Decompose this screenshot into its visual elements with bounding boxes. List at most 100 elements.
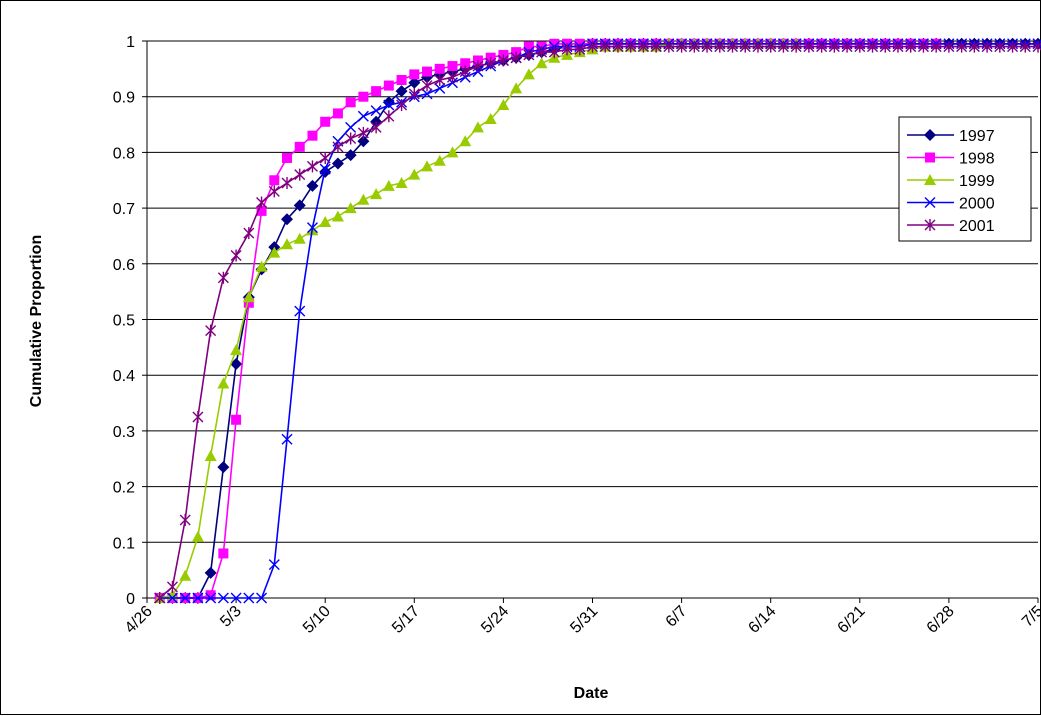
data-point-1999 [255, 260, 268, 272]
data-point-2000 [281, 433, 293, 445]
legend-marker-2001 [924, 219, 936, 231]
data-point-1999 [522, 68, 535, 80]
data-point-2001 [446, 71, 458, 84]
data-point-2000 [230, 592, 242, 604]
data-point-1998 [549, 38, 560, 49]
x-tick-label: 6/14 [745, 603, 779, 637]
data-point-1999 [382, 179, 395, 191]
legend-item-1999: 1999 [907, 173, 995, 190]
data-point-2001 [752, 40, 764, 53]
data-point-2001 [294, 168, 306, 181]
data-point-2001 [841, 40, 853, 53]
data-point-2001 [892, 40, 904, 53]
data-point-2001 [561, 43, 573, 56]
data-point-2000 [421, 88, 433, 100]
data-point-2001 [192, 410, 204, 423]
data-point-2001 [256, 196, 268, 209]
legend-item-1997: 1997 [907, 128, 995, 145]
data-point-1999 [242, 291, 255, 303]
data-point-2000 [192, 592, 204, 604]
data-point-2001 [714, 40, 726, 53]
legend-item-2000: 2000 [907, 196, 995, 213]
data-point-2001 [281, 177, 293, 190]
data-point-2001 [205, 324, 217, 337]
y-tick-label: 0.1 [113, 535, 135, 552]
data-point-2001 [485, 57, 497, 70]
data-point-1997 [395, 85, 408, 98]
y-tick-label: 0.4 [113, 368, 135, 385]
gridlines [147, 40, 1038, 543]
data-point-1999 [370, 188, 383, 200]
data-point-2001 [727, 40, 739, 53]
data-point-1997 [281, 213, 294, 226]
legend-marker-1997 [924, 129, 936, 141]
y-tick-label: 0 [126, 591, 135, 608]
data-point-1997 [382, 96, 395, 109]
data-point-1998 [256, 205, 267, 216]
data-point-1998 [523, 41, 534, 52]
data-point-1999 [268, 246, 281, 258]
data-point-1998 [320, 116, 331, 127]
legend-marker-1999 [924, 174, 936, 185]
data-point-1998 [294, 141, 305, 152]
data-point-2000 [268, 559, 280, 571]
data-point-1999 [484, 112, 497, 124]
data-point-1999 [459, 135, 472, 147]
data-point-1998 [383, 80, 394, 91]
data-point-1999 [446, 146, 459, 158]
data-point-2000 [179, 592, 191, 604]
x-tick-label: 5/31 [567, 603, 601, 637]
data-point-2000 [166, 592, 178, 604]
data-point-2001 [523, 48, 535, 61]
data-point-2001 [816, 40, 828, 53]
y-tick-label: 0.9 [113, 90, 135, 107]
data-point-2001 [383, 110, 395, 123]
data-point-1999 [497, 99, 510, 111]
data-point-1998 [218, 548, 229, 559]
data-point-1999 [191, 530, 204, 542]
data-point-2001 [739, 40, 751, 53]
y-tick-label: 0.3 [113, 424, 135, 441]
data-point-2001 [548, 46, 560, 59]
data-point-1997 [204, 566, 217, 579]
data-point-1999 [344, 202, 357, 214]
data-point-1998 [371, 86, 382, 97]
data-point-1998 [409, 69, 420, 80]
data-point-1999 [319, 216, 332, 228]
data-point-2001 [319, 151, 331, 164]
legend-label-1999: 1999 [959, 173, 995, 190]
data-point-2001 [981, 40, 993, 53]
data-point-2001 [306, 160, 318, 173]
legend-item-1998: 1998 [907, 151, 995, 168]
data-point-2000 [383, 99, 395, 111]
data-point-2001 [688, 40, 700, 53]
legend-label-2001: 2001 [959, 218, 995, 235]
data-point-1997 [408, 76, 421, 89]
data-point-1998 [231, 414, 242, 425]
data-point-2001 [472, 60, 484, 73]
legend-label-1998: 1998 [959, 151, 995, 168]
data-point-2001 [574, 43, 586, 56]
x-axis-title: Date [574, 685, 609, 702]
legend: 1997 1998 1999 2000 2001 [898, 116, 1032, 242]
data-point-1998 [345, 97, 356, 108]
y-tick-label: 0.6 [113, 257, 135, 274]
data-point-1998 [307, 130, 318, 141]
data-point-1997 [344, 149, 357, 162]
data-point-2001 [587, 40, 598, 53]
data-point-1997 [230, 358, 243, 371]
data-point-2000 [256, 592, 268, 604]
x-tick-label: 6/21 [835, 603, 869, 637]
data-point-2000 [434, 82, 446, 94]
data-point-2001 [1019, 40, 1031, 53]
series-2001 [154, 40, 1041, 604]
data-point-2001 [790, 40, 802, 53]
data-point-1999 [179, 569, 192, 581]
data-point-2001 [854, 40, 866, 53]
data-point-2001 [650, 40, 662, 53]
data-point-1999 [510, 82, 523, 94]
legend-box [898, 116, 1032, 242]
data-point-2001 [396, 99, 408, 112]
